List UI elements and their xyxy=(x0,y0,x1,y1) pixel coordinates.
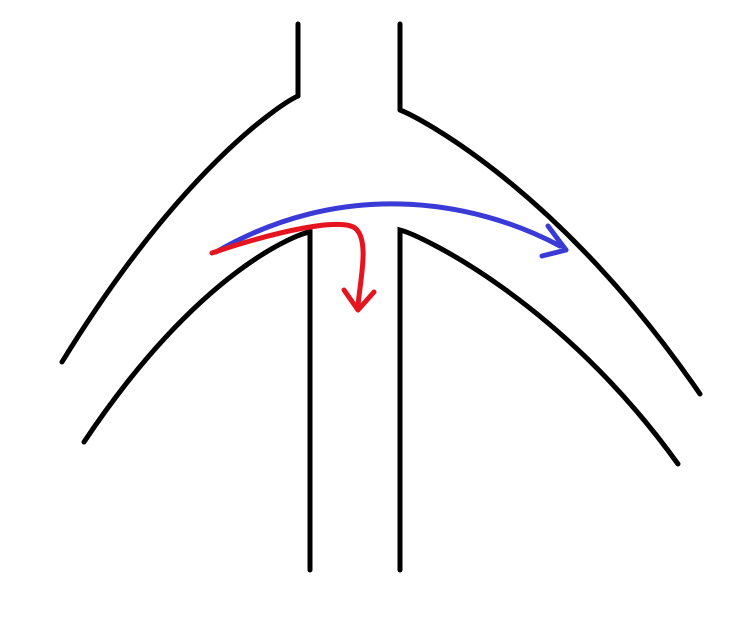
outline-group xyxy=(62,24,700,570)
blue-arrow-head-bottom xyxy=(542,250,566,256)
junction-diagram xyxy=(0,0,750,627)
lower-left-inner xyxy=(84,232,310,570)
lower-right-inner xyxy=(400,230,678,570)
blue-arrow-shaft xyxy=(216,204,560,252)
red-arrow-head-left xyxy=(344,290,358,310)
red-arrow-shaft xyxy=(212,224,363,306)
